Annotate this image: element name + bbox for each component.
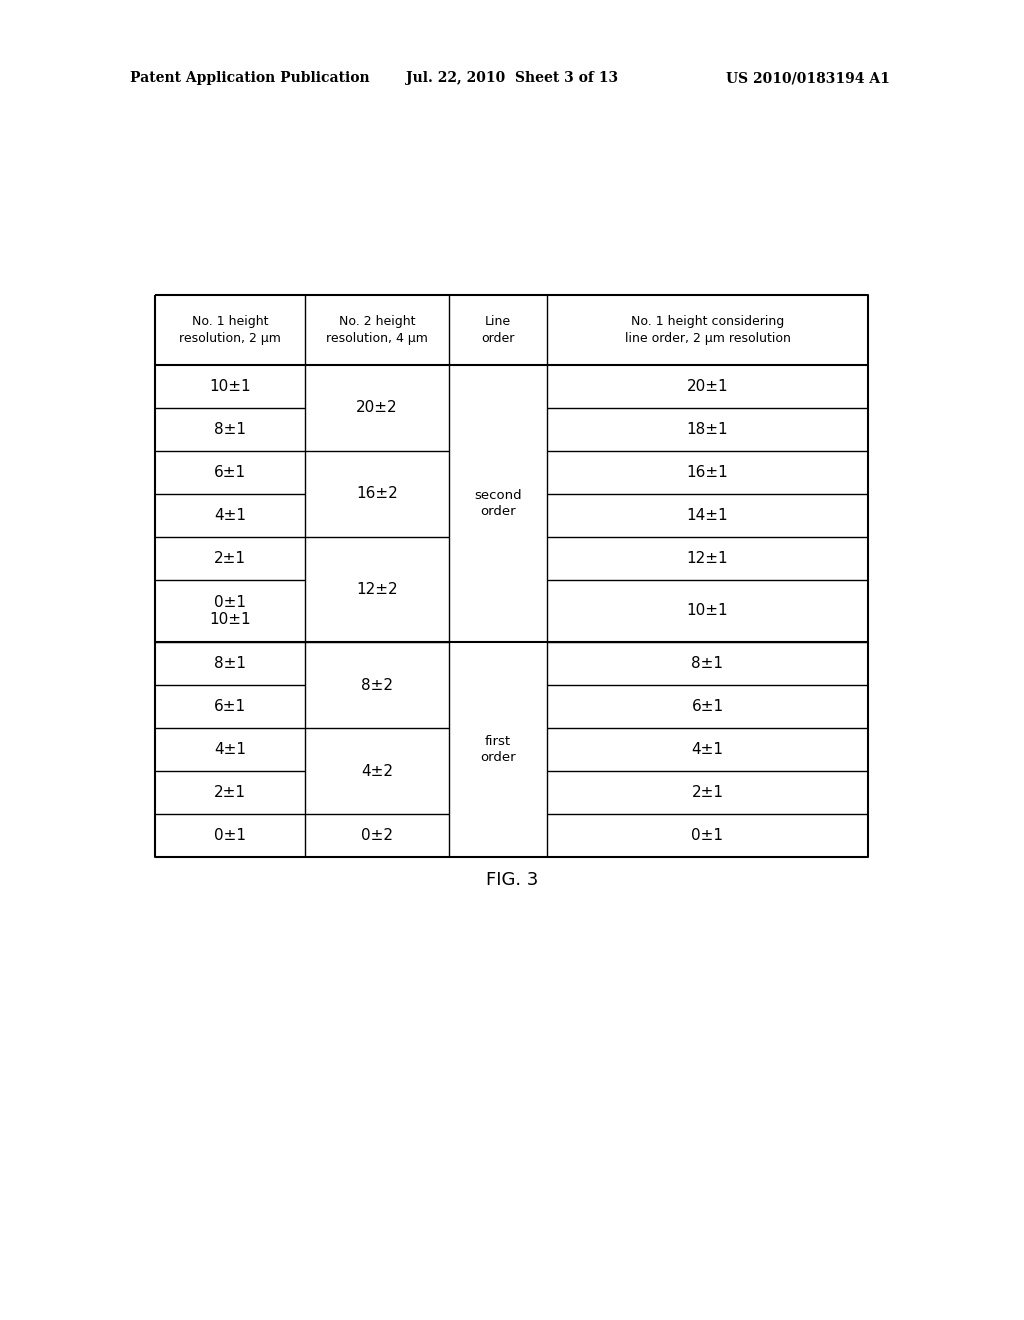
Text: 2±1: 2±1 <box>691 785 724 800</box>
Text: FIG. 3: FIG. 3 <box>485 871 539 888</box>
Text: Jul. 22, 2010  Sheet 3 of 13: Jul. 22, 2010 Sheet 3 of 13 <box>406 71 618 84</box>
Text: 2±1: 2±1 <box>214 550 246 566</box>
Text: 4±1: 4±1 <box>214 508 246 523</box>
Text: 20±2: 20±2 <box>356 400 397 416</box>
Text: 6±1: 6±1 <box>214 465 246 479</box>
Text: No. 2 height
resolution, 4 μm: No. 2 height resolution, 4 μm <box>326 315 428 345</box>
Text: 16±2: 16±2 <box>356 486 398 502</box>
Text: 2±1: 2±1 <box>214 785 246 800</box>
Text: 6±1: 6±1 <box>691 700 724 714</box>
Text: 6±1: 6±1 <box>214 700 246 714</box>
Text: 10±1: 10±1 <box>209 379 251 393</box>
Text: 18±1: 18±1 <box>687 422 728 437</box>
Text: 4±1: 4±1 <box>691 742 724 758</box>
Text: first
order: first order <box>480 735 516 764</box>
Text: No. 1 height
resolution, 2 μm: No. 1 height resolution, 2 μm <box>179 315 281 345</box>
Text: 8±1: 8±1 <box>214 422 246 437</box>
Text: US 2010/0183194 A1: US 2010/0183194 A1 <box>726 71 890 84</box>
Text: 4±2: 4±2 <box>361 763 393 779</box>
Text: 0±1: 0±1 <box>691 828 724 843</box>
Text: 0±2: 0±2 <box>361 828 393 843</box>
Text: Line
order: Line order <box>481 315 515 345</box>
Text: No. 1 height considering
line order, 2 μm resolution: No. 1 height considering line order, 2 μ… <box>625 315 791 345</box>
Text: 12±2: 12±2 <box>356 582 397 597</box>
Text: 10±1: 10±1 <box>687 603 728 619</box>
Text: 0±1: 0±1 <box>214 828 246 843</box>
Text: 20±1: 20±1 <box>687 379 728 393</box>
Text: 12±1: 12±1 <box>687 550 728 566</box>
Text: 8±2: 8±2 <box>361 677 393 693</box>
Text: 8±1: 8±1 <box>691 656 724 671</box>
Text: second
order: second order <box>474 488 522 517</box>
Text: 16±1: 16±1 <box>687 465 728 479</box>
Text: 4±1: 4±1 <box>214 742 246 758</box>
Text: 0±1
10±1: 0±1 10±1 <box>209 595 251 627</box>
Text: 8±1: 8±1 <box>214 656 246 671</box>
Text: Patent Application Publication: Patent Application Publication <box>130 71 370 84</box>
Text: 14±1: 14±1 <box>687 508 728 523</box>
